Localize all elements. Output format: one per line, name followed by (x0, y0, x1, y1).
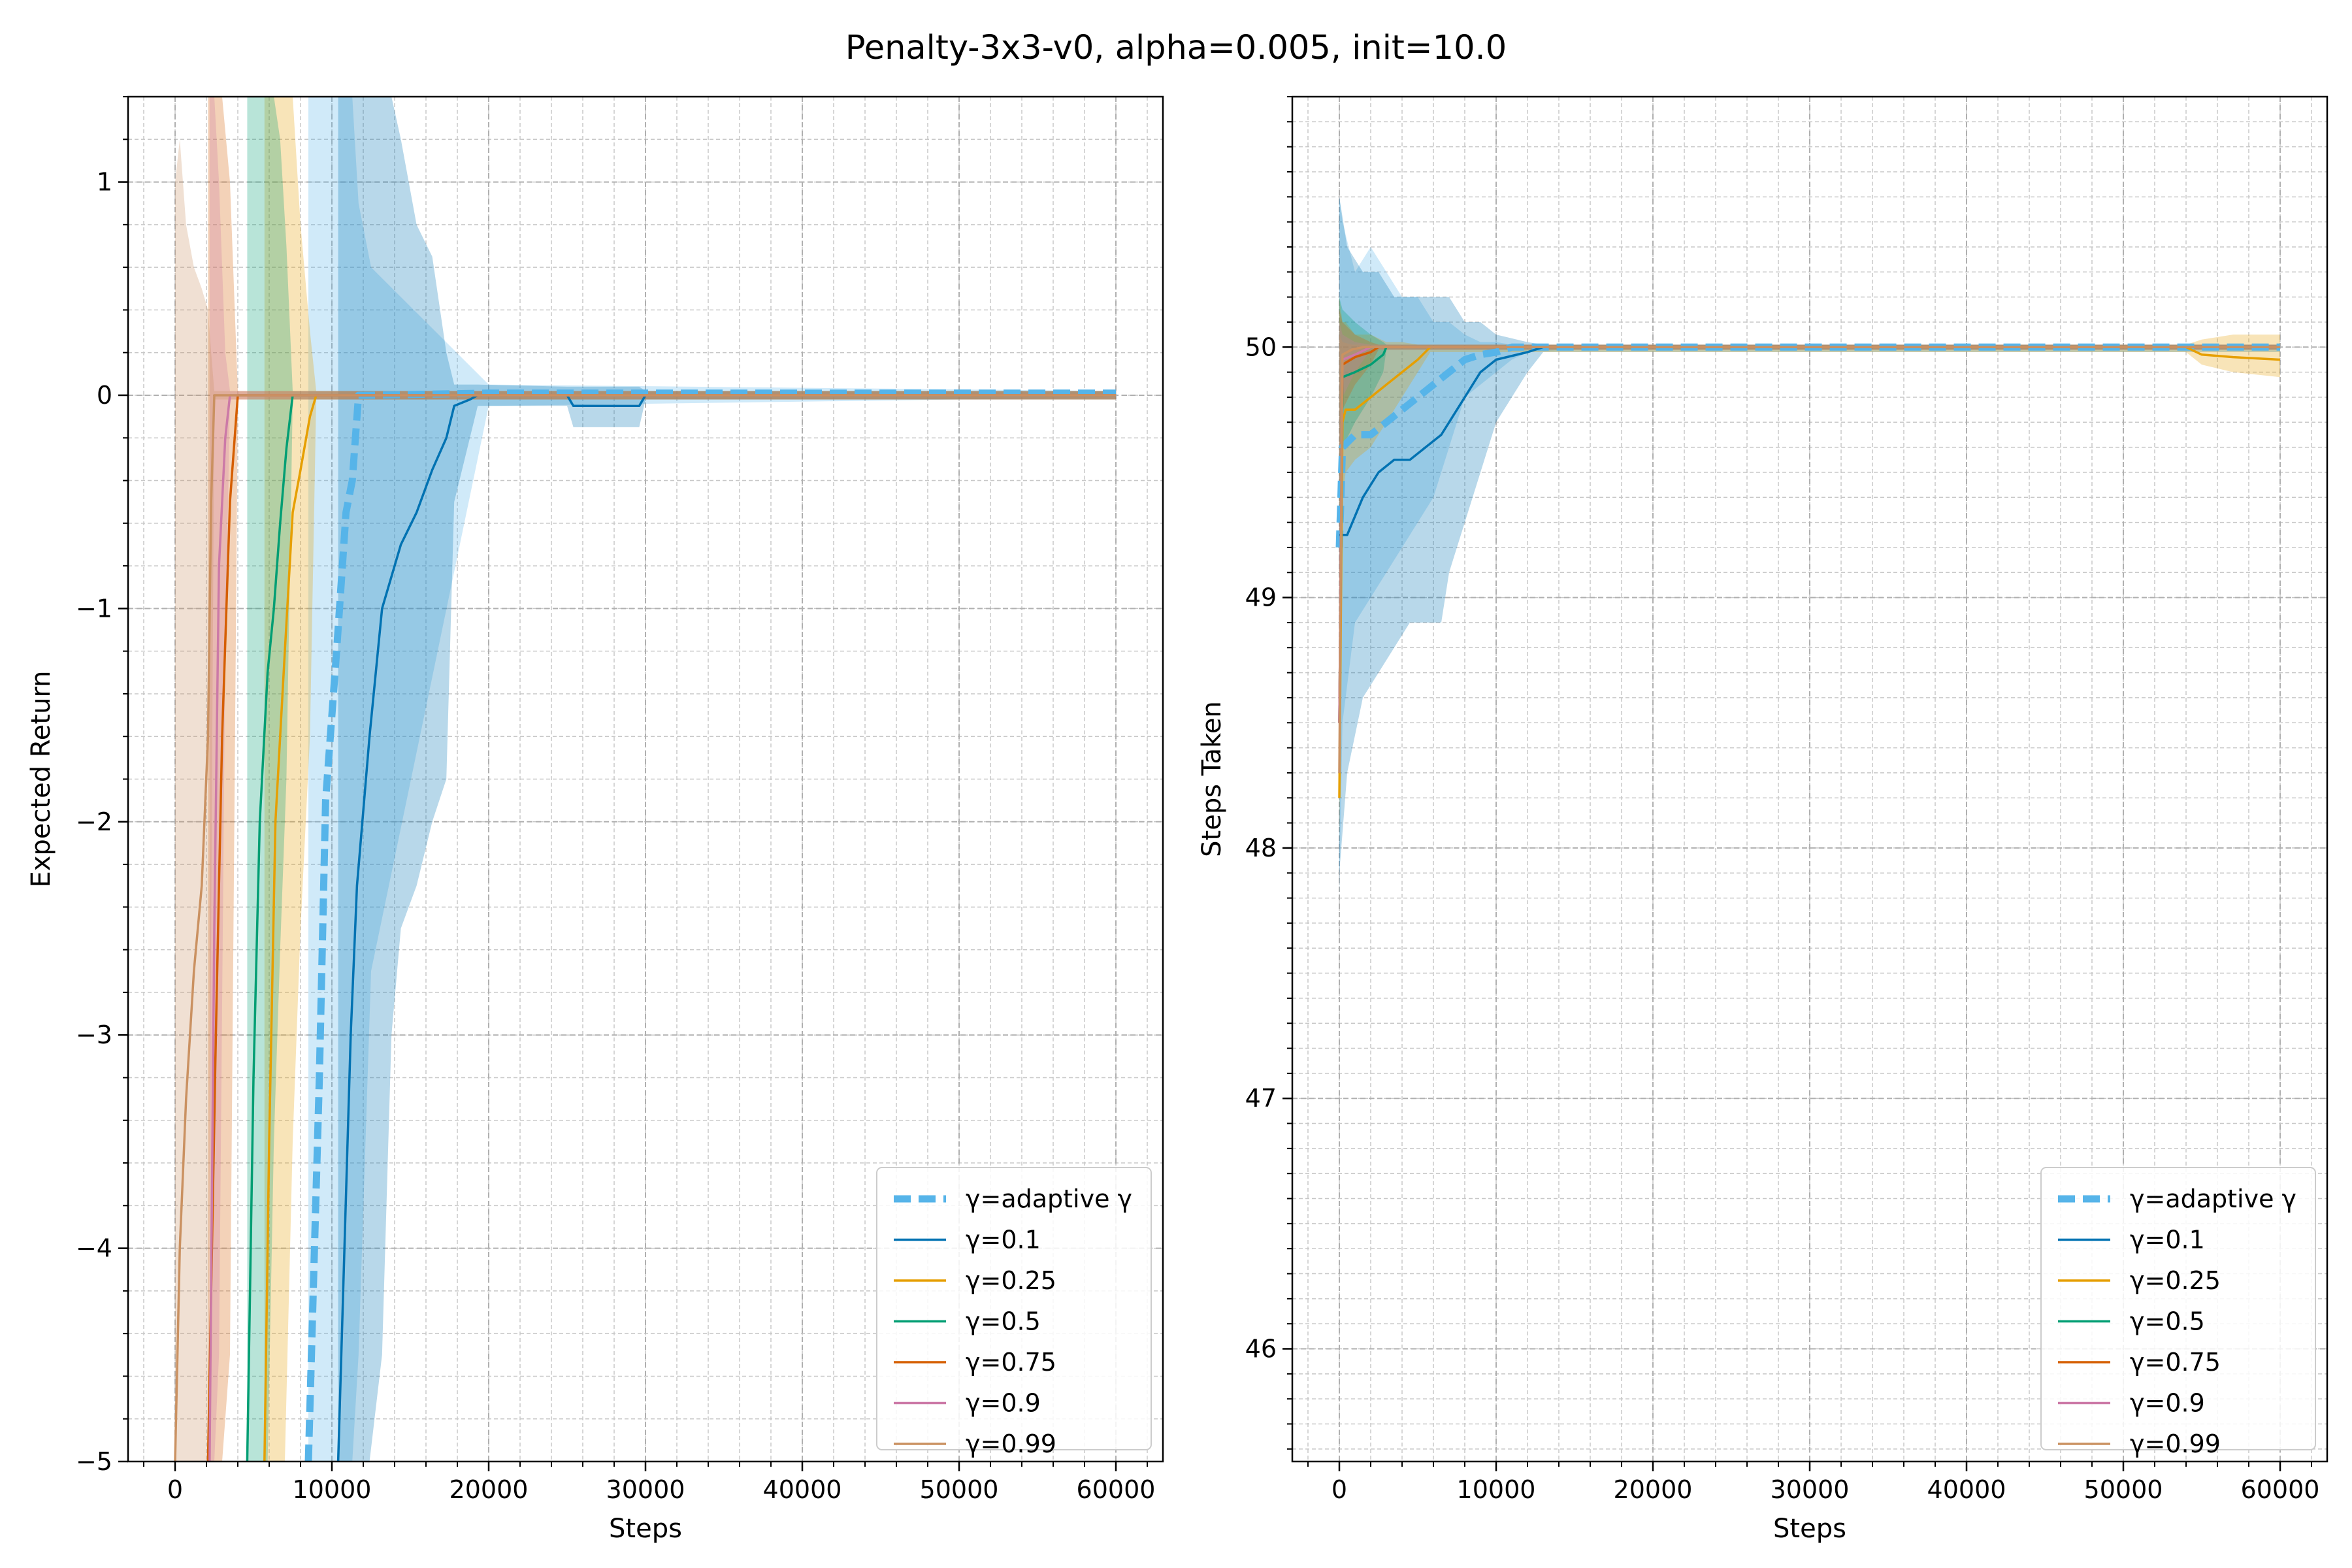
y-tick-label: 50 (1245, 333, 1277, 361)
legend-label: γ=0.1 (2130, 1226, 2205, 1254)
legend-label: γ=0.9 (2130, 1389, 2205, 1418)
series-line (1339, 346, 2280, 536)
x-tick-label: 0 (167, 1475, 183, 1504)
series-line (1338, 346, 2280, 773)
y-tick-label: 46 (1245, 1335, 1277, 1364)
y-tick-label: −5 (76, 1447, 112, 1476)
x-tick-label: 20000 (1614, 1475, 1693, 1504)
series-line (174, 394, 1116, 1462)
series-line (246, 394, 1116, 1462)
legend-label: γ=0.25 (2130, 1266, 2221, 1295)
grid (1292, 96, 2327, 1462)
legend-label: γ=0.75 (2130, 1348, 2221, 1377)
expected-return-panel: 0 10000 20000 30000 40000 50000 60000 −5 −4 −3 −2 −… (26, 95, 1164, 1544)
legend-frame (2040, 1167, 2316, 1450)
legend-frame (876, 1167, 1152, 1450)
plot-area (1335, 197, 2281, 898)
x-tick-label: 30000 (1771, 1475, 1850, 1504)
legend-label: γ=0.9 (966, 1389, 1041, 1418)
legend-label: γ=0.99 (2130, 1429, 2221, 1458)
x-tick-label: 10000 (293, 1475, 372, 1504)
legend-label: γ=adaptive γ (2130, 1184, 2296, 1213)
x-tick-label: 50000 (2084, 1475, 2163, 1504)
y-tick-label: 1 (97, 168, 112, 197)
x-tick-label: 10000 (1457, 1475, 1536, 1504)
y-tick-label: −2 (76, 808, 112, 836)
legend-label: γ=0.5 (966, 1307, 1041, 1336)
y-axis-label: Steps Taken (1197, 701, 1227, 857)
legend: γ=adaptive γ γ=0.1 γ=0.25 γ=0.5 γ=0.75 γ=0.9 γ… (876, 1167, 1152, 1458)
steps-taken-panel: 0 10000 20000 30000 40000 50000 60000 46 47 48 49 5… (1197, 95, 2328, 1544)
x-axis-label: Steps (609, 1514, 682, 1544)
legend-label: γ=0.99 (966, 1429, 1056, 1458)
legend-label: γ=0.75 (966, 1348, 1056, 1377)
x-tick-label: 60000 (2241, 1475, 2320, 1504)
series-line (263, 394, 1116, 1462)
legend-label: γ=0.1 (966, 1226, 1041, 1254)
x-tick-label: 0 (1331, 1475, 1347, 1504)
x-tick-label: 30000 (606, 1475, 685, 1504)
legend-label: γ=adaptive γ (966, 1184, 1132, 1213)
y-tick-label: 48 (1245, 834, 1277, 862)
figure-title: Penalty-3x3-v0, alpha=0.005, init=10.0 (845, 29, 1507, 67)
y-tick-label: −1 (76, 594, 112, 623)
series-line (336, 394, 1116, 1462)
legend-label: γ=0.5 (2130, 1307, 2205, 1336)
x-tick-label: 20000 (449, 1475, 529, 1504)
x-axis-label: Steps (1773, 1514, 1846, 1544)
y-tick-label: 0 (97, 381, 112, 410)
confidence-band (338, 97, 1116, 1462)
x-tick-label: 50000 (920, 1475, 999, 1504)
y-tick-label: 49 (1245, 583, 1277, 612)
y-tick-label: −3 (76, 1021, 112, 1049)
legend-label: γ=0.25 (966, 1266, 1056, 1295)
x-tick-label: 40000 (1927, 1475, 2006, 1504)
x-tick-label: 60000 (1077, 1475, 1156, 1504)
series-line (304, 389, 1116, 1462)
x-tick-label: 40000 (763, 1475, 842, 1504)
plot-area (174, 97, 1116, 1462)
legend: γ=adaptive γ γ=0.1 γ=0.25 γ=0.5 γ=0.75 γ=0.9 γ… (2040, 1167, 2316, 1458)
y-tick-label: 47 (1245, 1084, 1277, 1113)
series-line (1338, 346, 2281, 798)
confidence-band (1339, 297, 2280, 848)
y-axis-label: Expected Return (26, 670, 56, 887)
y-tick-label: −4 (76, 1234, 112, 1263)
